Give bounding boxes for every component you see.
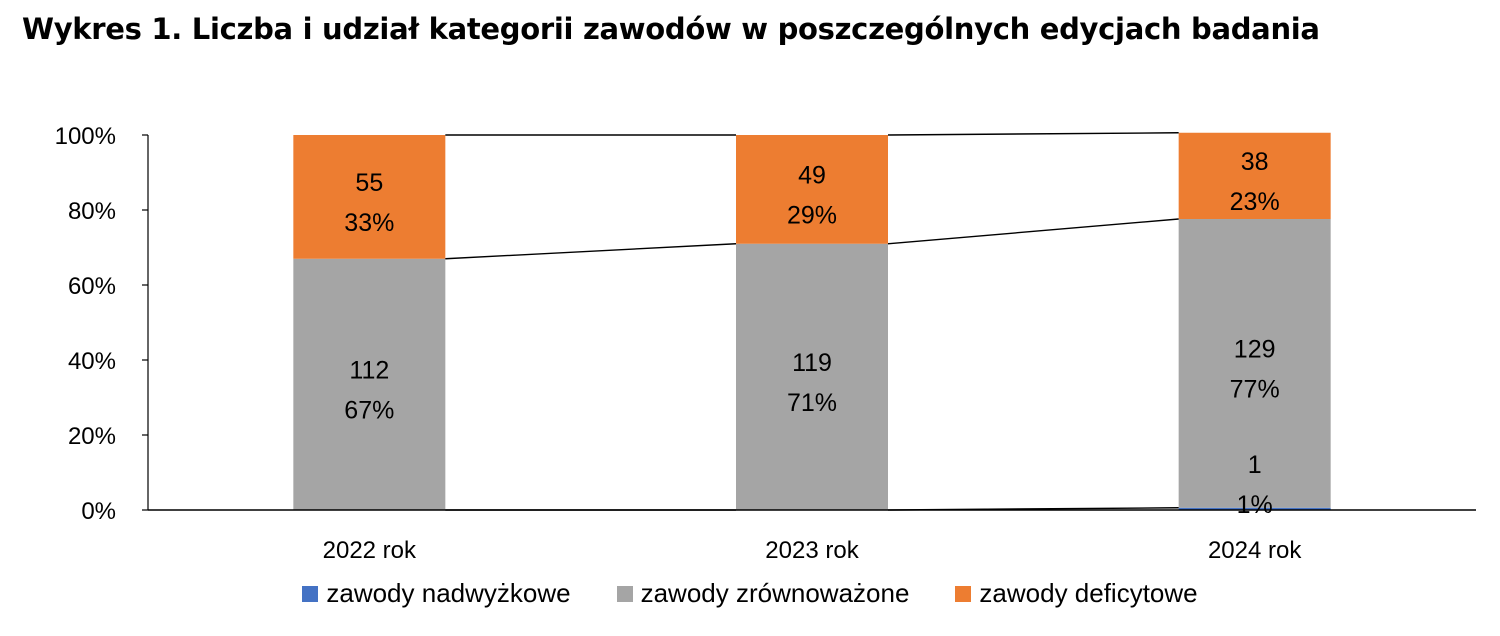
legend-swatch — [955, 585, 972, 602]
legend-swatch — [302, 585, 319, 602]
data-label-percent: 29% — [787, 201, 837, 229]
x-tick-label: 2023 rok — [765, 537, 859, 564]
legend-item: zawody nadwyżkowe — [302, 578, 571, 609]
bar-segment — [736, 135, 888, 244]
series-line — [887, 218, 1179, 245]
data-label-percent: 71% — [787, 389, 837, 417]
legend-label: zawody nadwyżkowe — [326, 578, 571, 608]
x-tick-label: 2022 rok — [323, 537, 417, 564]
bar-segment — [293, 258, 446, 510]
bar-segment — [736, 243, 888, 510]
data-label-count: 38 — [1241, 148, 1269, 176]
data-label-percent: 1% — [1237, 491, 1273, 519]
data-label-count: 112 — [349, 356, 389, 384]
data-label-count: 129 — [1234, 335, 1276, 363]
series-line — [887, 132, 1179, 136]
legend-swatch — [616, 585, 633, 602]
legend: zawody nadwyżkowe zawody zrównoważone zawo… — [0, 578, 1500, 609]
data-label-percent: 33% — [344, 209, 394, 237]
data-label-percent: 77% — [1230, 375, 1280, 403]
bar-segment — [1178, 507, 1331, 510]
chart-title: Wykres 1. Liczba i udział kategorii zawo… — [22, 12, 1320, 46]
bar-segment — [1178, 219, 1331, 508]
y-tick-label: 20% — [68, 423, 116, 450]
series-line — [445, 243, 737, 260]
y-tick-label: 0% — [81, 498, 116, 525]
y-tick-label: 100% — [55, 123, 116, 150]
y-tick-label: 40% — [68, 348, 116, 375]
y-tick-label: 80% — [68, 198, 116, 225]
data-label-count: 49 — [798, 161, 826, 189]
legend-item: zawody deficytowe — [955, 578, 1198, 609]
y-tick-label: 60% — [68, 273, 116, 300]
x-tick-label: 2024 rok — [1208, 537, 1302, 564]
data-label-percent: 23% — [1230, 188, 1280, 216]
data-label-count: 1 — [1248, 451, 1262, 479]
legend-label: zawody zrównoważone — [640, 578, 910, 608]
data-label-count: 119 — [792, 349, 832, 377]
bar-segment — [293, 135, 446, 259]
bar-segment — [1178, 132, 1331, 219]
data-label-percent: 67% — [344, 396, 394, 424]
data-label-count: 55 — [355, 169, 383, 197]
legend-label: zawody deficytowe — [979, 578, 1198, 608]
legend-item: zawody zrównoważone — [616, 578, 910, 609]
